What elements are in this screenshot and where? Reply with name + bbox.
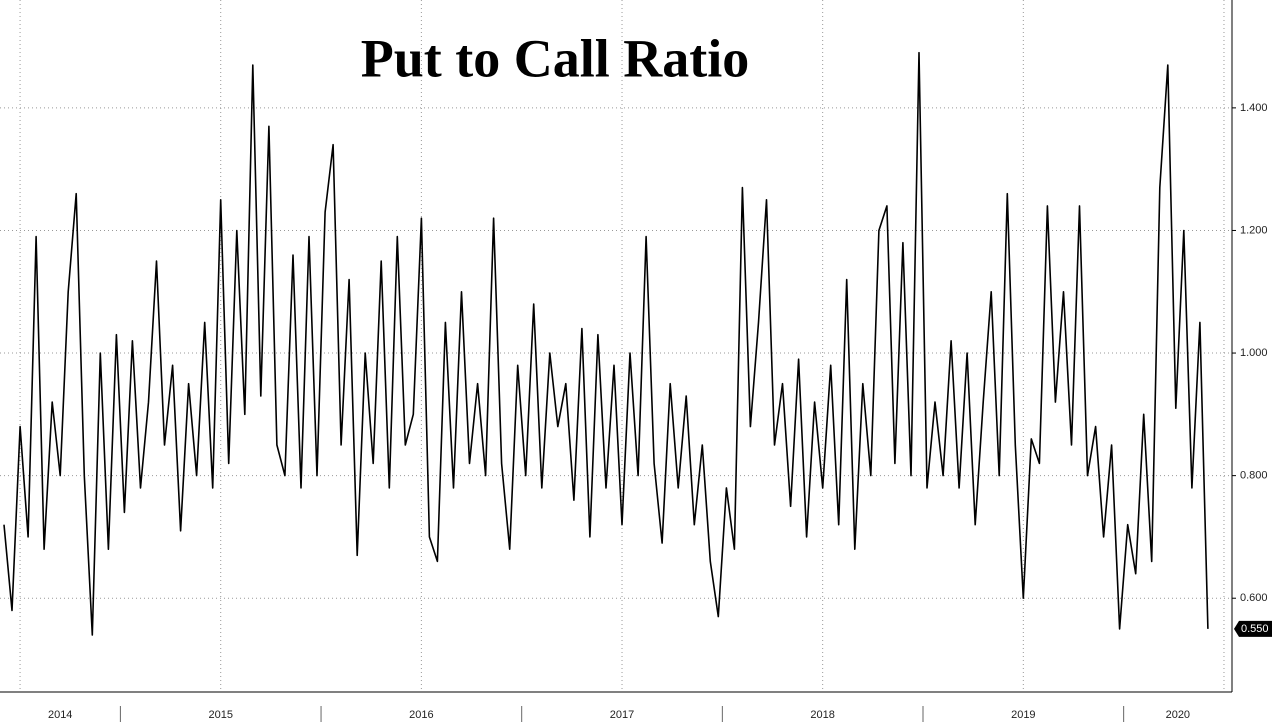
y-tick-label: 0.600 [1240, 592, 1268, 604]
y-tick-label: 0.800 [1240, 470, 1268, 482]
x-tick-label: 2019 [1011, 709, 1035, 721]
x-tick-label: 2014 [48, 709, 72, 721]
y-tick-label: 1.400 [1240, 102, 1268, 114]
value-label: 0.550 [1241, 623, 1269, 635]
value-label-box [1234, 620, 1272, 637]
x-tick-label: 2017 [610, 709, 634, 721]
x-tick-label: 2018 [810, 709, 834, 721]
chart-title: Put to Call Ratio [361, 28, 749, 88]
y-tick-label: 1.200 [1240, 224, 1268, 236]
x-tick-label: 2015 [208, 709, 232, 721]
x-tick-label: 2016 [409, 709, 433, 721]
series-line [3, 51, 1209, 636]
y-tick-label: 1.000 [1240, 347, 1268, 359]
x-tick-label: 2020 [1166, 709, 1190, 721]
